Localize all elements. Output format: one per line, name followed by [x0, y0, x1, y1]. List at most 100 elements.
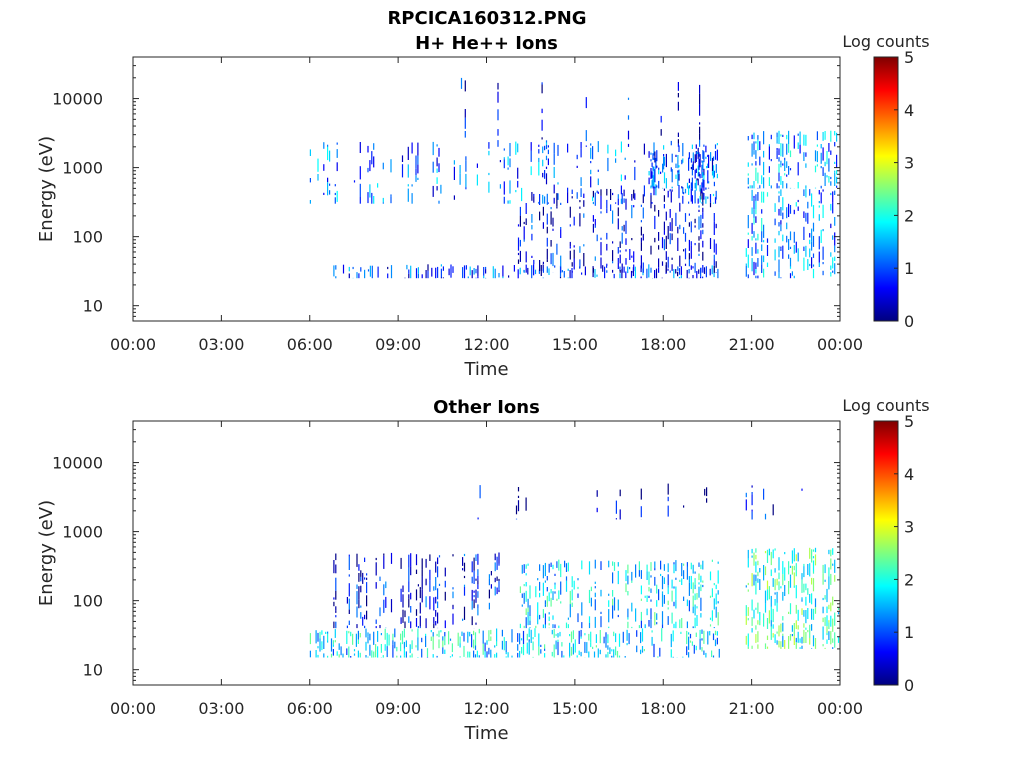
spectrogram-cell [436, 168, 438, 173]
spectrogram-cell [667, 505, 669, 517]
spectrogram-cell [809, 638, 811, 645]
spectrogram-cell [679, 202, 681, 212]
spectrogram-cell [698, 562, 700, 567]
spectrogram-cell [435, 267, 437, 279]
spectrogram-cell [463, 265, 466, 279]
spectrogram-cell [811, 228, 813, 242]
spectrogram-cell [625, 249, 627, 252]
spectrogram-cell [529, 627, 531, 629]
spectrogram-cell [763, 177, 765, 189]
spectrogram-cell [382, 197, 384, 203]
spectrogram-cell [530, 166, 532, 176]
spectrogram-cell [557, 633, 559, 638]
spectrogram-cell [680, 266, 682, 276]
spectrogram-cell [317, 174, 319, 181]
spectrogram-cell [488, 578, 490, 586]
spectrogram-cell [452, 613, 454, 625]
spectrogram-cell [571, 268, 573, 279]
spectrogram-cell [658, 180, 660, 189]
spectrogram-cell [680, 631, 682, 634]
spectrogram-cell [631, 580, 633, 583]
spectrogram-cell [717, 268, 719, 279]
spectrogram-cell [442, 647, 444, 654]
spectrogram-cell [671, 233, 673, 241]
spectrogram-cell [546, 266, 548, 273]
spectrogram-cell [465, 265, 467, 270]
spectrogram-cell [640, 255, 642, 269]
spectrogram-cell [436, 186, 438, 191]
spectrogram-cell [494, 553, 496, 561]
spectrogram-cell [612, 241, 614, 244]
spectrogram-cell [686, 646, 688, 656]
spectrogram-cell [635, 564, 637, 578]
spectrogram-cell [753, 132, 755, 140]
spectrogram-cell [638, 570, 640, 577]
spectrogram-cell [597, 191, 599, 194]
spectrogram-cell [596, 234, 598, 242]
spectrogram-cell [755, 242, 757, 254]
spectrogram-cell [641, 628, 644, 642]
spectrogram-cell [588, 651, 590, 658]
spectrogram-cell [751, 599, 753, 611]
spectrogram-cell [542, 277, 544, 279]
spectrogram-cell [626, 629, 628, 641]
spectrogram-cell [801, 579, 803, 593]
spectrogram-cell [805, 610, 807, 624]
spectrogram-cell [400, 655, 402, 658]
spectrogram-cell [801, 608, 803, 615]
spectrogram-cell [367, 192, 369, 204]
spectrogram-cell [774, 238, 776, 243]
spectrogram-cell [528, 639, 530, 642]
spectrogram-cell [663, 156, 666, 166]
spectrogram-cell [373, 196, 375, 204]
spectrogram-cell [327, 633, 329, 641]
spectrogram-cell [503, 196, 505, 204]
spectrogram-cell [812, 235, 815, 247]
spectrogram-cell [697, 178, 699, 186]
spectrogram-cell [699, 104, 701, 116]
spectrogram-cell [809, 624, 811, 638]
spectrogram-cell [552, 615, 554, 620]
spectrogram-cell [786, 235, 788, 243]
spectrogram-cell [432, 632, 434, 637]
spectrogram-cell [567, 268, 569, 271]
spectrogram-cell [611, 655, 613, 658]
spectrogram-cell [421, 648, 423, 658]
spectrogram-cell [621, 269, 623, 279]
spectrogram-cell [812, 253, 815, 258]
spectrogram-cell [695, 179, 697, 191]
spectrogram-cell [695, 168, 697, 173]
y-tick-label: 10000 [52, 90, 103, 109]
spectrogram-cell [486, 640, 488, 645]
spectrogram-cell [375, 619, 377, 624]
spectrogram-cell [766, 646, 769, 649]
spectrogram-cell [576, 655, 578, 658]
spectrogram-cell [606, 263, 608, 266]
spectrogram-cell [519, 650, 521, 658]
spectrogram-cell [477, 584, 479, 589]
spectrogram-cell [592, 146, 594, 160]
spectrogram-cell [715, 190, 717, 200]
spectrogram-cell [615, 646, 617, 656]
spectrogram-cell [467, 651, 469, 658]
spectrogram-cell [390, 196, 392, 204]
spectrogram-cell [411, 193, 413, 204]
spectrogram-cell [832, 618, 834, 632]
spectrogram-cell [321, 641, 323, 651]
spectrogram-cell [648, 151, 650, 158]
spectrogram-cell [822, 626, 824, 640]
spectrogram-cell [334, 629, 336, 638]
spectrogram-cell [557, 144, 559, 156]
spectrogram-cell [751, 628, 753, 633]
spectrogram-cell [332, 649, 334, 656]
spectrogram-cell [763, 576, 765, 581]
spectrogram-cell [778, 572, 780, 580]
spectrogram-cell [546, 595, 548, 607]
spectrogram-cell [656, 613, 658, 620]
spectrogram-cell [709, 617, 712, 620]
spectrogram-cell [764, 513, 767, 520]
spectrogram-cell [547, 158, 549, 166]
spectrogram-cell [612, 192, 614, 196]
spectrogram-cell [717, 590, 719, 595]
spectrogram-cell [401, 155, 404, 162]
